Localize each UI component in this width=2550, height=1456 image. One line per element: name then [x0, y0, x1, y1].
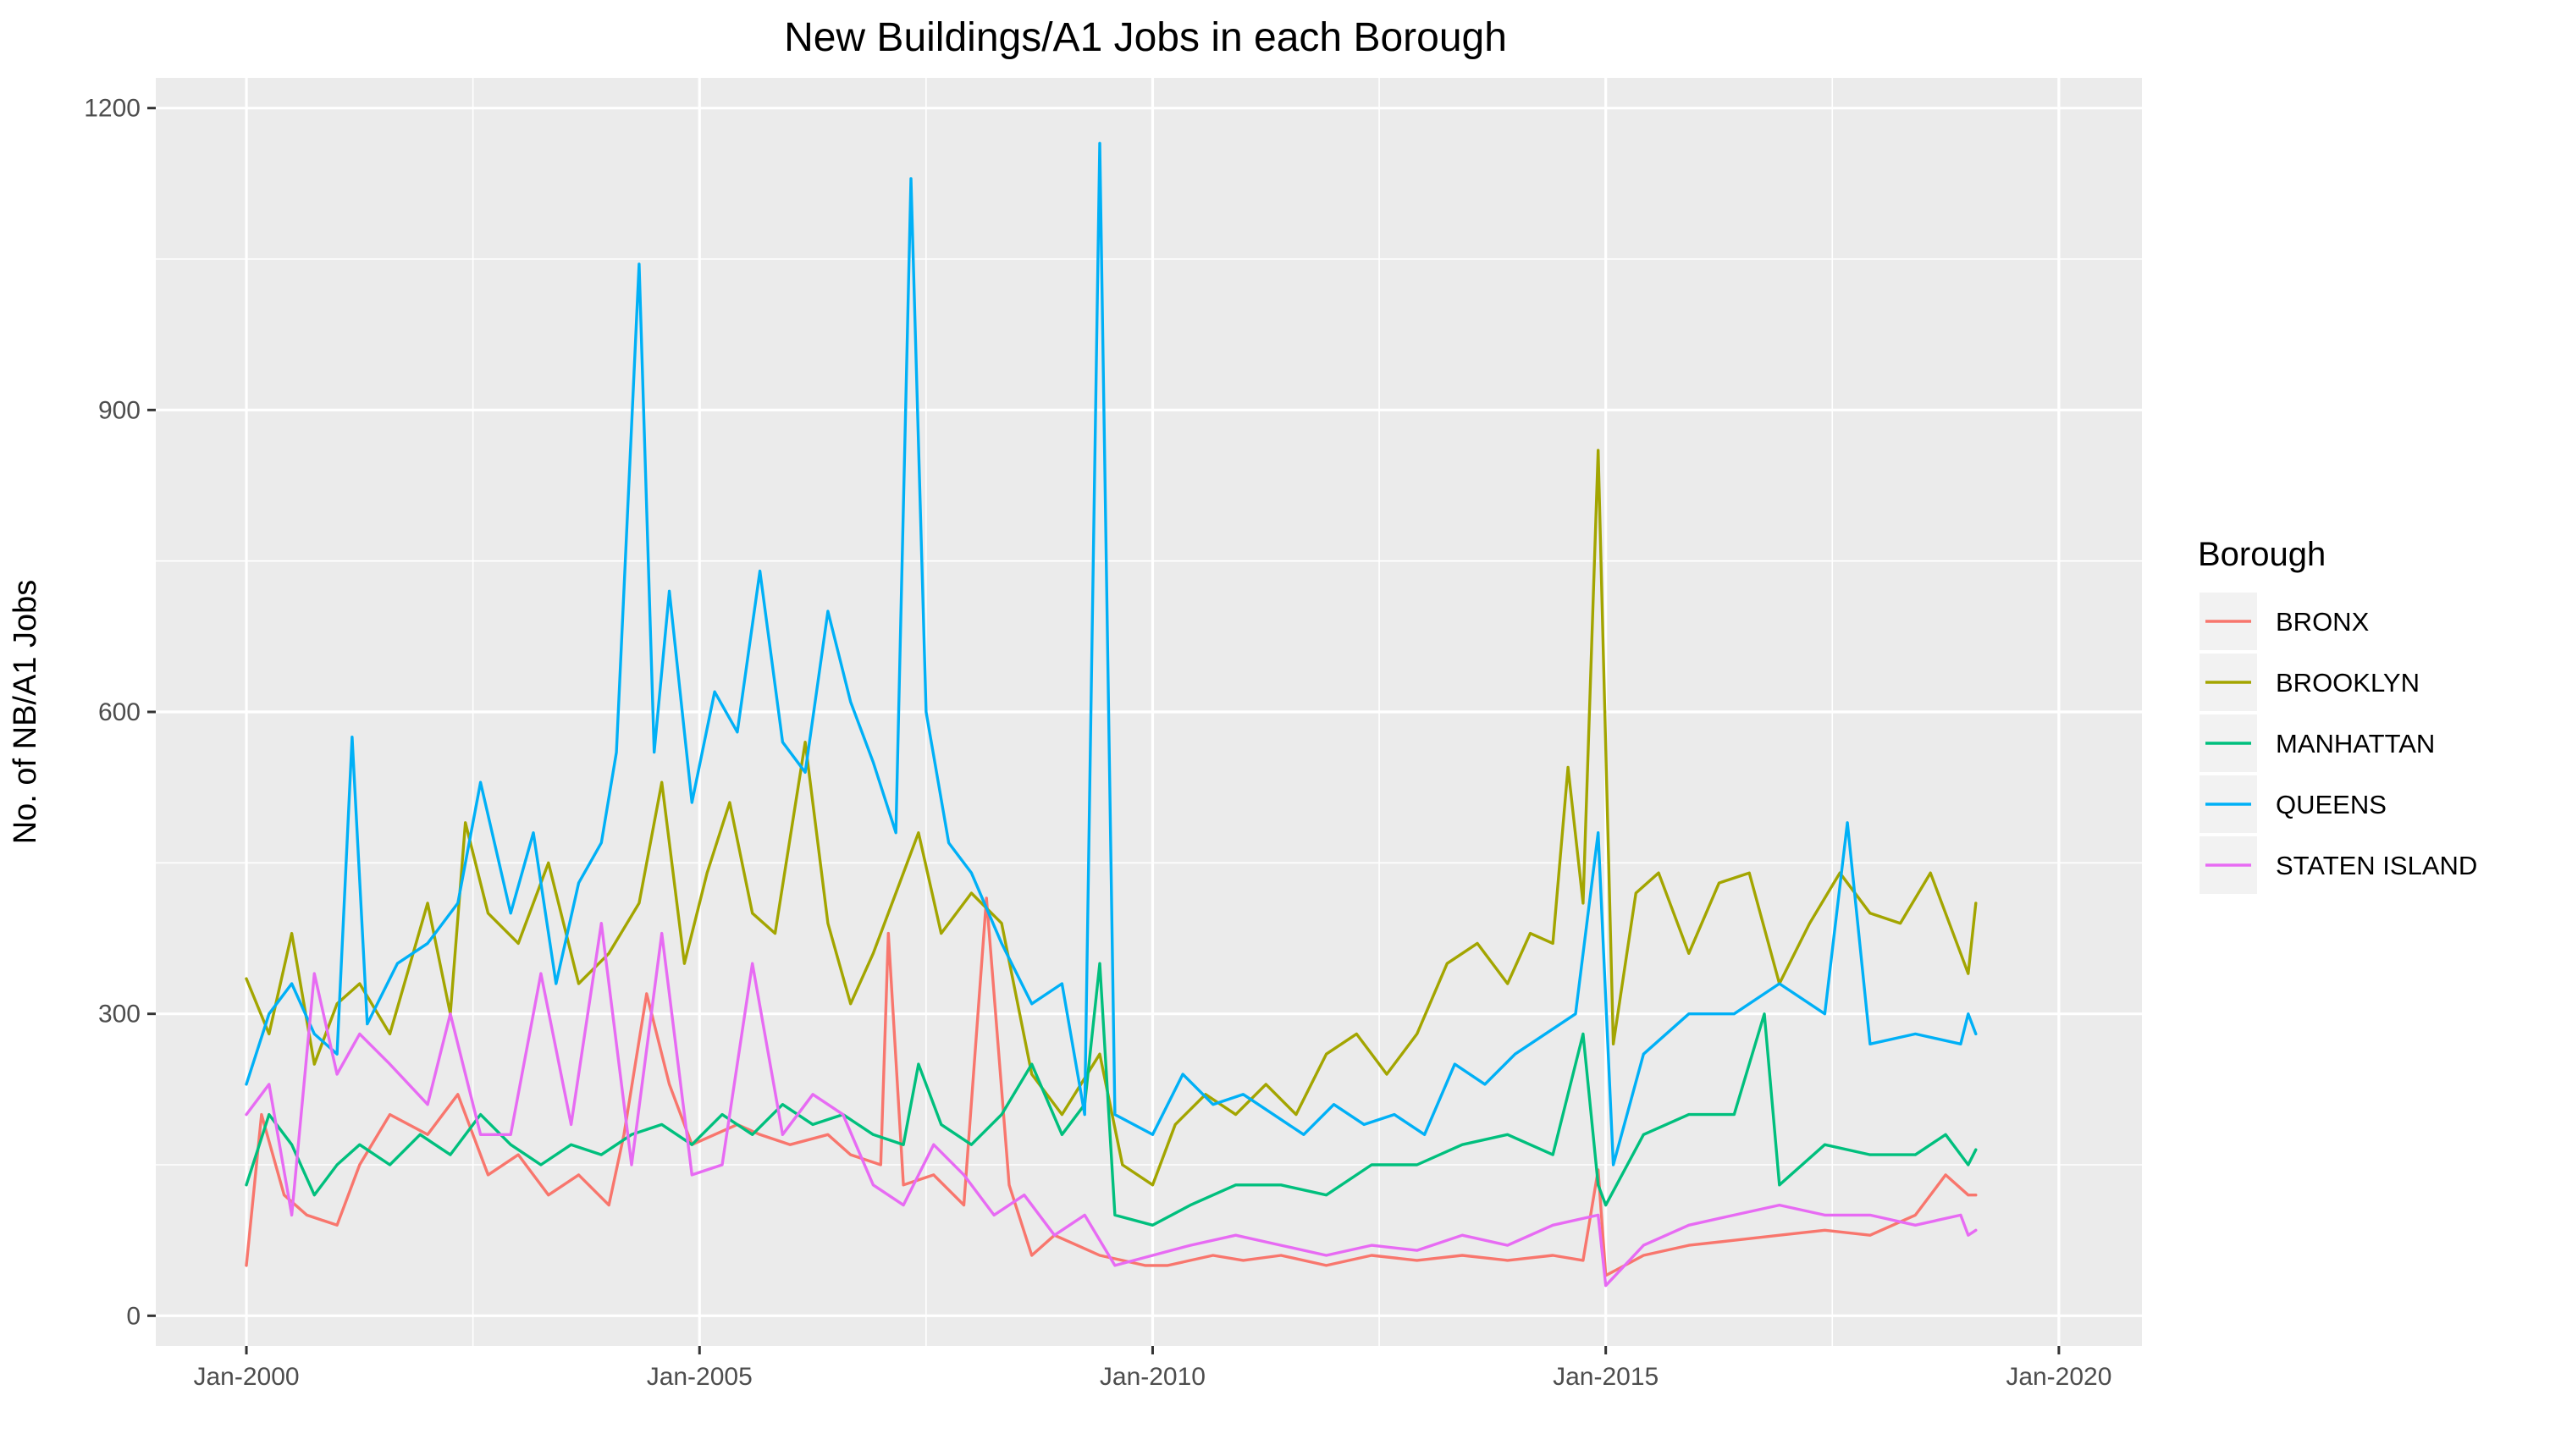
series-line-manhattan [245, 962, 1978, 1227]
legend-label: STATEN ISLAND [2276, 851, 2477, 880]
legend-label: BRONX [2276, 607, 2370, 637]
x-axis: Jan-2000 Jan-2005 Jan-2010 Jan-2015 Jan-2020 [193, 1346, 2111, 1391]
legend: Borough BRONX BROOKLYN MANHATTAN QUEENS STAT… [2198, 536, 2477, 894]
legend-item-queens: QUEENS [2200, 775, 2387, 833]
series-line-brooklyn [245, 449, 1978, 1187]
legend-item-manhattan: MANHATTAN [2200, 714, 2435, 772]
legend-items: BRONX BROOKLYN MANHATTAN QUEENS STATEN ISLAN… [2200, 593, 2477, 894]
y-axis: 0 300 600 900 1200 [84, 95, 156, 1330]
x-tick-label: Jan-2020 [2006, 1363, 2111, 1391]
legend-title: Borough [2198, 536, 2326, 573]
x-tick-label: Jan-2005 [647, 1363, 753, 1391]
series-lines [245, 141, 1978, 1288]
legend-item-brooklyn: BROOKLYN [2200, 654, 2420, 711]
legend-item-bronx: BRONX [2200, 593, 2370, 650]
y-tick-label: 600 [98, 698, 141, 726]
y-tick-label: 1200 [84, 95, 141, 123]
y-axis-title: No. of NB/A1 Jobs [8, 580, 43, 845]
legend-item-staten-island: STATEN ISLAND [2200, 836, 2477, 894]
legend-label: BROOKLYN [2276, 668, 2420, 698]
legend-label: MANHATTAN [2276, 729, 2435, 758]
series-line-queens [245, 141, 1978, 1166]
y-tick-label: 300 [98, 1001, 141, 1029]
series-line-staten-island [245, 922, 1978, 1288]
x-tick-label: Jan-2015 [1553, 1363, 1659, 1391]
x-tick-label: Jan-2000 [193, 1363, 299, 1391]
y-tick-label: 0 [126, 1302, 141, 1330]
chart-title: New Buildings/A1 Jobs in each Borough [784, 15, 1507, 60]
x-tick-label: Jan-2010 [1100, 1363, 1206, 1391]
y-tick-label: 900 [98, 396, 141, 424]
legend-label: QUEENS [2276, 790, 2387, 819]
